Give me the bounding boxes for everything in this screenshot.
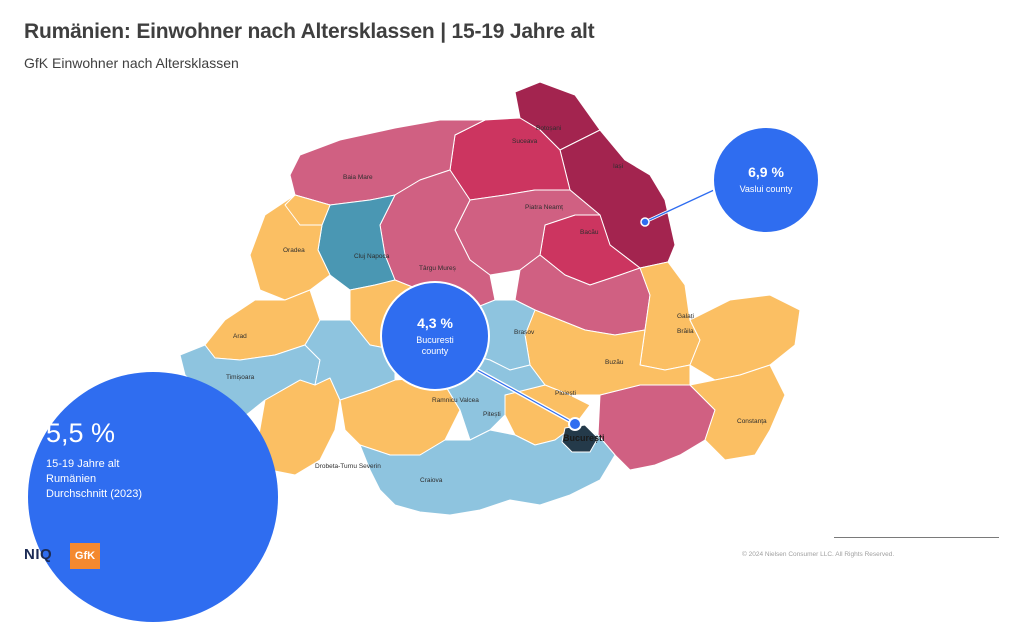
label-brasov: Brașov xyxy=(514,329,535,336)
average-value: 5,5 % xyxy=(46,418,116,448)
vaslui-callout: 6,9 % Vaslui county xyxy=(712,126,820,234)
page-subtitle: GfK Einwohner nach Altersklassen xyxy=(24,55,239,71)
region-constanta[interactable] xyxy=(689,364,786,461)
label-botosani: Botoșani xyxy=(536,125,561,132)
label-oradea: Oradea xyxy=(283,247,305,254)
bucuresti-marker xyxy=(568,417,582,431)
label-targu-mures: Târgu Mureș xyxy=(419,265,457,272)
vaslui-callout-line-inner xyxy=(644,189,715,223)
label-piatra-neamt: Piatra Neamț xyxy=(525,204,563,211)
label-timisoara: Timișoara xyxy=(226,374,255,381)
label-suceava: Suceava xyxy=(512,138,538,145)
label-ramnicu-valcea: Ramnicu Valcea xyxy=(432,397,479,404)
region-tulcea[interactable] xyxy=(689,294,801,381)
average-line2: Rumänien xyxy=(46,472,97,485)
average-line3: Durchschnitt (2023) xyxy=(46,487,142,500)
region-salaj[interactable] xyxy=(284,194,331,226)
gfk-logo: GfK xyxy=(70,543,100,569)
label-bacau: Bacău xyxy=(580,229,599,236)
region-bucuresti[interactable] xyxy=(561,424,599,453)
vaslui-label: Vaslui county xyxy=(739,184,793,195)
bucuresti-callout: 4,3 % Bucuresti county xyxy=(380,281,490,391)
page-title: Rumänien: Einwohner nach Altersklassen |… xyxy=(24,20,595,43)
region-hunedoara[interactable] xyxy=(304,319,396,401)
label-drobeta: Drobeta-Turnu Severin xyxy=(315,463,381,470)
label-craiova: Craiova xyxy=(420,477,443,484)
bucuresti-value: 4,3 % xyxy=(417,314,453,331)
label-iasi: Iași xyxy=(613,163,623,170)
average-description: 15-19 Jahre alt Rumänien Durchschnitt (2… xyxy=(46,457,142,502)
average-line1: 15-19 Jahre alt xyxy=(46,458,120,470)
label-baia-mare: Baia Mare xyxy=(343,174,373,181)
label-pitesti: Pitești xyxy=(483,411,501,418)
bucuresti-label-line1: Bucuresti xyxy=(416,334,454,345)
label-galati: Galați xyxy=(677,313,694,320)
label-bucuresti: București xyxy=(563,433,605,443)
footer-divider xyxy=(834,537,999,538)
label-cluj-napoca: Cluj Napoca xyxy=(354,253,390,260)
bucuresti-label-line2: county xyxy=(421,346,449,356)
region-dolj[interactable] xyxy=(359,424,616,516)
label-braila: Brăila xyxy=(677,328,694,335)
copyright-text: © 2024 Nielsen Consumer LLC. All Rights … xyxy=(742,551,895,558)
label-buzau: Buzău xyxy=(605,359,624,366)
region-ialomita[interactable] xyxy=(597,384,716,471)
label-ploiesti: Ploiești xyxy=(555,390,576,397)
vaslui-value: 6,9 % xyxy=(748,164,784,181)
bucuresti-callout-line-inner xyxy=(469,365,576,425)
label-constanta: Constanța xyxy=(737,418,767,425)
vaslui-marker xyxy=(640,217,650,227)
bucuresti-label: Bucuresti county xyxy=(416,335,454,358)
niq-logo: NIQ xyxy=(24,546,53,563)
label-arad: Arad xyxy=(233,333,247,340)
